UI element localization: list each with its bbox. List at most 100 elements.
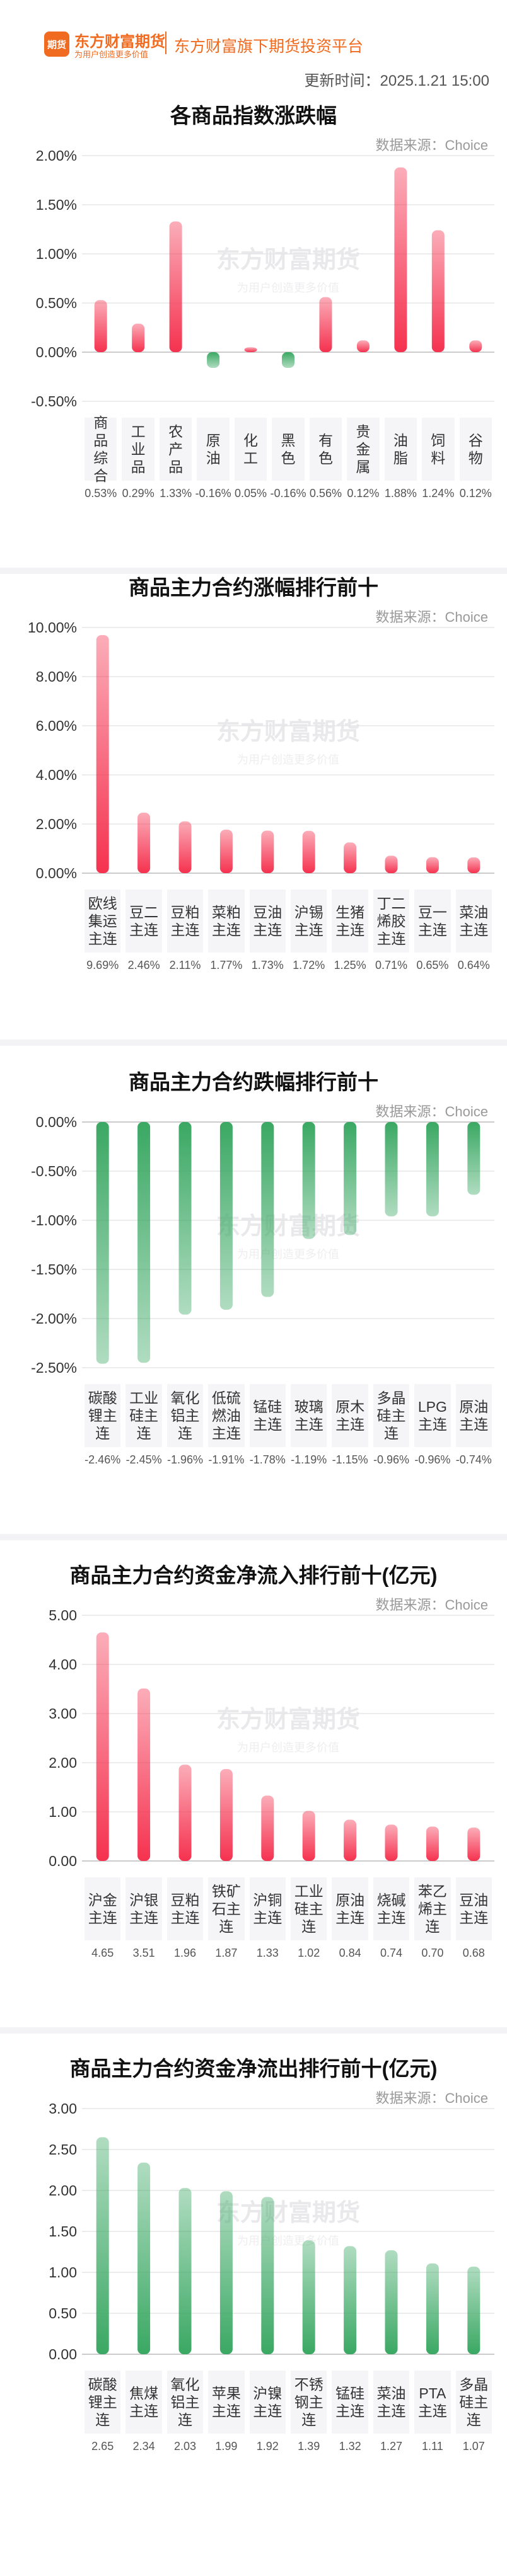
value-label: 0.12%	[347, 487, 380, 500]
bar	[344, 842, 357, 873]
y-tick-label: -0.50%	[31, 1163, 77, 1179]
chart-section: 商品主力合约资金净流出排行前十(亿元) 数据来源：Choice 东方财富期货 为用户创…	[0, 2038, 507, 2529]
value-label: 0.29%	[122, 487, 154, 500]
value-label: 0.74	[380, 1947, 403, 1959]
x-tick-label: 豆一主连	[414, 890, 451, 953]
value-label: -1.19%	[291, 1453, 327, 1466]
value-label: 1.07	[462, 2440, 485, 2453]
y-tick-label: 5.00	[49, 1608, 77, 1623]
platform: 东方财富旗下期货投资平台	[174, 38, 364, 55]
value-label: 0.65%	[416, 959, 449, 971]
value-label: -2.45%	[125, 1453, 162, 1466]
bar	[96, 1632, 109, 1861]
value-label: 1.87	[215, 1947, 238, 1959]
bar	[178, 2188, 192, 2354]
bar	[467, 1122, 481, 1195]
x-tick-label: 饲料	[422, 418, 455, 481]
bar	[426, 1826, 439, 1861]
x-tick-label: 豆二主连	[125, 890, 162, 953]
x-tick-label: 菜油主连	[373, 2371, 410, 2434]
bar	[426, 1122, 439, 1216]
value-label: 0.64%	[457, 959, 490, 971]
x-tick-label: PTA主连	[414, 2371, 451, 2434]
data-source: 数据来源：Choice	[375, 1104, 488, 1119]
separator	[0, 1039, 507, 1046]
bar	[469, 340, 482, 352]
watermark-sub: 为用户创造更多价值	[237, 1248, 339, 1261]
y-tick-label: 0.00	[49, 1853, 77, 1869]
logo: 期货	[44, 31, 69, 57]
x-tick-label: 锰硅主连	[332, 2371, 368, 2434]
separator	[0, 1534, 507, 1540]
y-tick-label: -1.50%	[31, 1261, 77, 1278]
value-label: 3.51	[132, 1947, 155, 1959]
y-tick-label: 1.00	[49, 1804, 77, 1820]
y-tick-label: 0.50	[49, 2305, 77, 2321]
value-label: -0.16%	[195, 487, 231, 500]
bar	[344, 1122, 357, 1235]
x-tick-label: LPG主连	[414, 1384, 451, 1447]
x-tick-label: 油脂	[384, 418, 417, 481]
bar	[178, 821, 192, 873]
watermark: 东方财富期货	[216, 2199, 360, 2226]
value-label: 2.65	[91, 2440, 114, 2453]
y-tick-label: 1.00%	[36, 246, 77, 262]
value-label: -1.15%	[332, 1453, 368, 1466]
value-label: 1.25%	[334, 959, 366, 971]
y-tick-label: -1.00%	[31, 1212, 77, 1228]
value-label: 2.11%	[169, 959, 201, 971]
value-label: 1.77%	[210, 959, 243, 971]
x-tick-label: 烧碱主连	[373, 1877, 410, 1940]
data-source: 数据来源：Choice	[375, 2090, 488, 2106]
bar	[96, 1122, 109, 1364]
bar	[261, 1795, 274, 1861]
y-tick-label: 0.00	[49, 2346, 77, 2362]
x-tick-label: 苹果主连	[208, 2371, 245, 2434]
y-tick-label: 1.50%	[36, 197, 77, 213]
value-label: 1.33	[256, 1947, 279, 1959]
x-tick-label: 低硫燃油主连	[208, 1384, 245, 1447]
watermark: 东方财富期货	[216, 1213, 360, 1240]
value-label: 0.56%	[309, 487, 342, 500]
y-tick-label: -2.00%	[31, 1310, 77, 1327]
watermark-sub: 为用户创造更多价值	[237, 2235, 339, 2247]
x-tick-label: 玻璃主连	[291, 1384, 327, 1447]
chart-title: 商品主力合约资金净流入排行前十(亿元)	[69, 1564, 438, 1587]
y-tick-label: 6.00%	[36, 718, 77, 734]
data-source: 数据来源：Choice	[375, 1597, 488, 1613]
y-tick-label: -0.50%	[31, 393, 77, 409]
separator	[0, 2027, 507, 2034]
x-tick-label: 丁二烯胶主连	[373, 890, 410, 953]
bar	[219, 1122, 233, 1310]
watermark-sub: 为用户创造更多价值	[237, 1741, 339, 1754]
bar	[385, 2250, 398, 2354]
watermark: 东方财富期货	[216, 1706, 360, 1733]
bar	[261, 830, 274, 873]
y-tick-label: 0.00%	[36, 344, 77, 360]
y-tick-label: 2.00%	[36, 816, 77, 832]
bar	[169, 221, 182, 352]
y-tick-label: 8.00%	[36, 668, 77, 685]
x-tick-label: 工业品	[122, 418, 154, 481]
value-label: -0.96%	[373, 1453, 410, 1466]
x-tick-label: 沪镍主连	[249, 2371, 286, 2434]
x-tick-label: 欧线集运主连	[84, 890, 121, 953]
x-tick-label: 不锈钢主连	[291, 2371, 327, 2434]
x-tick-label: 锰硅主连	[249, 1384, 286, 1447]
bar	[219, 2191, 233, 2354]
bar	[356, 340, 370, 352]
value-label: -1.91%	[208, 1453, 245, 1466]
value-label: 0.70	[421, 1947, 444, 1959]
x-tick-label: 化工	[234, 418, 267, 481]
x-tick-label: 原木主连	[332, 1384, 368, 1447]
bar	[94, 300, 107, 352]
value-label: 0.53%	[84, 487, 117, 500]
bar	[178, 1122, 192, 1315]
x-tick-label: 商品综合	[84, 415, 117, 484]
bar	[96, 635, 109, 873]
